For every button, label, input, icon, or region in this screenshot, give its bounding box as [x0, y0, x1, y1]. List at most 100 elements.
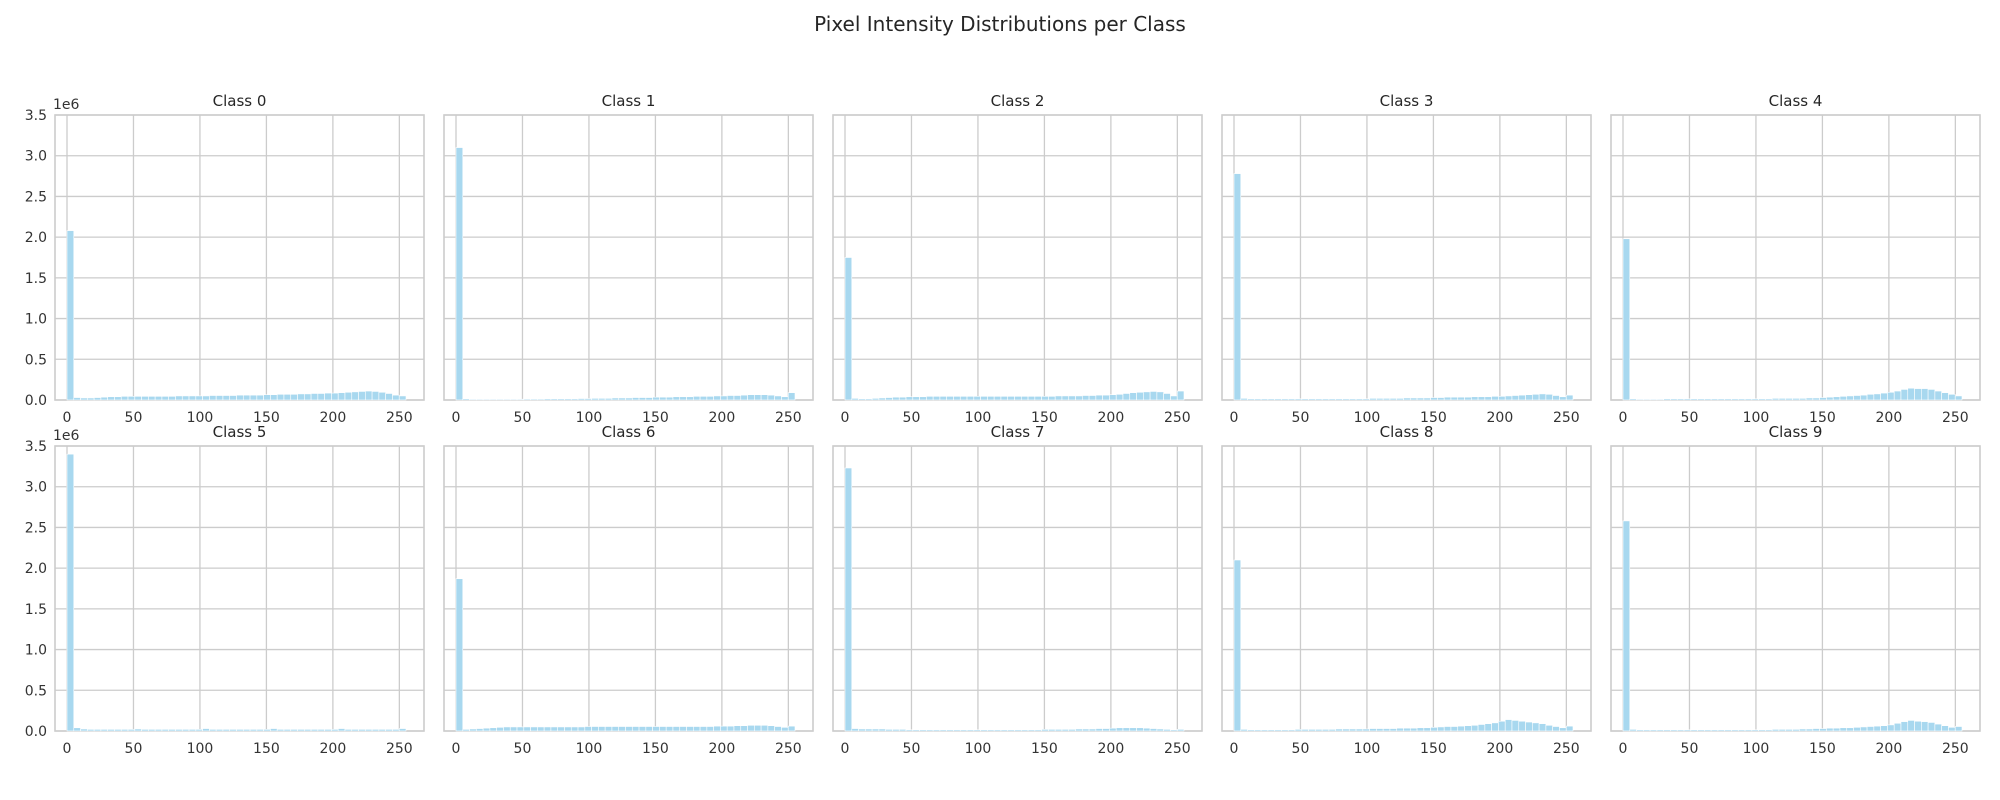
panel-class-6: Class 6 0 50 100 150 200 250 [443, 423, 814, 757]
histogram-bar [993, 729, 1002, 732]
histogram-bar [672, 396, 681, 401]
histogram-bar [1389, 398, 1398, 401]
histogram-bar [1792, 729, 1800, 732]
histogram-bar [1281, 729, 1289, 732]
histogram-bar [398, 728, 407, 732]
x-tick-label: 50 [514, 741, 532, 757]
histogram-bar [337, 728, 346, 732]
histogram-bar [455, 578, 464, 732]
histogram-bar [1403, 727, 1411, 732]
y-tick-label: 2.0 [25, 561, 47, 577]
x-tick-label: 50 [903, 741, 921, 757]
histogram-bar [1737, 729, 1746, 732]
histogram-bar [351, 391, 359, 401]
x-tick-label: 100 [576, 410, 603, 426]
histogram-bar [385, 393, 393, 401]
histogram-bar [946, 729, 954, 732]
histogram-bar [1149, 728, 1158, 732]
histogram-bar [1511, 395, 1520, 401]
histogram-bar [1287, 398, 1296, 401]
histogram-bar [652, 396, 660, 401]
histogram-bar [1423, 727, 1431, 732]
histogram-bar [1382, 728, 1391, 732]
histogram-bar [209, 395, 217, 401]
histogram-bar [1176, 729, 1185, 732]
histogram-bar [503, 398, 511, 401]
histogram-bar [530, 398, 538, 401]
histogram-bar [932, 396, 941, 401]
histogram-bar [1163, 729, 1171, 732]
histogram-bar [1156, 391, 1164, 401]
histogram-bar [1315, 729, 1323, 732]
panel-frame [1610, 114, 1981, 401]
x-tick-label: 250 [386, 410, 413, 426]
histogram-bar [161, 729, 169, 732]
histogram-bar [1532, 393, 1540, 401]
histogram-bar [926, 729, 934, 732]
histogram-bar [1663, 398, 1671, 401]
x-tick-label: 0 [841, 410, 850, 426]
histogram-bar [1335, 728, 1343, 732]
histogram-bar [1301, 398, 1309, 401]
histogram-bar [953, 396, 961, 401]
histogram-bar [1233, 173, 1242, 401]
histogram-bar [1389, 728, 1398, 732]
x-tick-label: 50 [903, 410, 921, 426]
histogram-bar [858, 398, 866, 401]
histogram-bar [1731, 729, 1739, 732]
x-tick-label: 200 [320, 741, 347, 757]
histogram-bar [679, 726, 687, 732]
x-tick-label: 0 [841, 741, 850, 757]
x-tick-label: 0 [63, 410, 72, 426]
x-tick-label: 100 [1354, 741, 1381, 757]
histogram-bar [1737, 398, 1746, 401]
histogram-bar [1027, 396, 1036, 401]
histogram-bar [297, 393, 305, 401]
histogram-bar [1717, 729, 1726, 732]
histogram-bar [1846, 395, 1854, 401]
histogram-bar [611, 726, 620, 732]
histogram-bar [1704, 398, 1712, 401]
histogram-bar [1670, 729, 1678, 732]
histogram-bar [283, 393, 292, 401]
histogram-bar [236, 729, 244, 732]
histogram-bar [1342, 728, 1350, 732]
histogram-bar [1335, 398, 1343, 401]
histogram-bar [482, 727, 491, 732]
histogram-bar [1805, 397, 1814, 401]
histogram-bar [1075, 395, 1083, 401]
histogram-bar [726, 725, 735, 732]
histogram-bar [1464, 396, 1472, 401]
panel-class-4: Class 4 0 50 100 150 200 250 [1610, 92, 1981, 426]
histogram-bar [871, 398, 880, 401]
histogram-bar [1376, 398, 1384, 401]
histogram-bar [1403, 397, 1411, 401]
panel-class-3: Class 3 0 50 100 150 200 250 [1221, 92, 1592, 426]
histogram-bar [215, 395, 224, 401]
histogram-bar [120, 396, 129, 401]
histogram-bar [1812, 397, 1820, 401]
histogram-bar [1430, 397, 1438, 401]
histogram-bar [229, 395, 237, 401]
histogram-bar [726, 395, 735, 401]
histogram-bar [1471, 396, 1479, 401]
x-tick-label: 0 [1619, 410, 1628, 426]
x-tick-label: 250 [775, 410, 802, 426]
histogram-bar [618, 726, 626, 732]
histogram-bar [1954, 395, 1963, 401]
histogram-bar [865, 728, 873, 732]
histogram-bar [523, 726, 531, 732]
histogram-bar [1437, 397, 1445, 401]
histogram-bar [120, 729, 129, 732]
histogram-bar [1724, 398, 1732, 401]
y-tick-label: 3.0 [25, 480, 47, 496]
histogram-bar [1267, 729, 1275, 732]
panel-title: Class 9 [1769, 423, 1823, 441]
panel-frame [54, 445, 425, 732]
histogram-bar [1545, 724, 1553, 732]
histogram-bar [885, 397, 893, 401]
histogram-bar [1525, 394, 1533, 401]
histogram-bar [209, 729, 217, 732]
histogram-bar [80, 397, 88, 401]
